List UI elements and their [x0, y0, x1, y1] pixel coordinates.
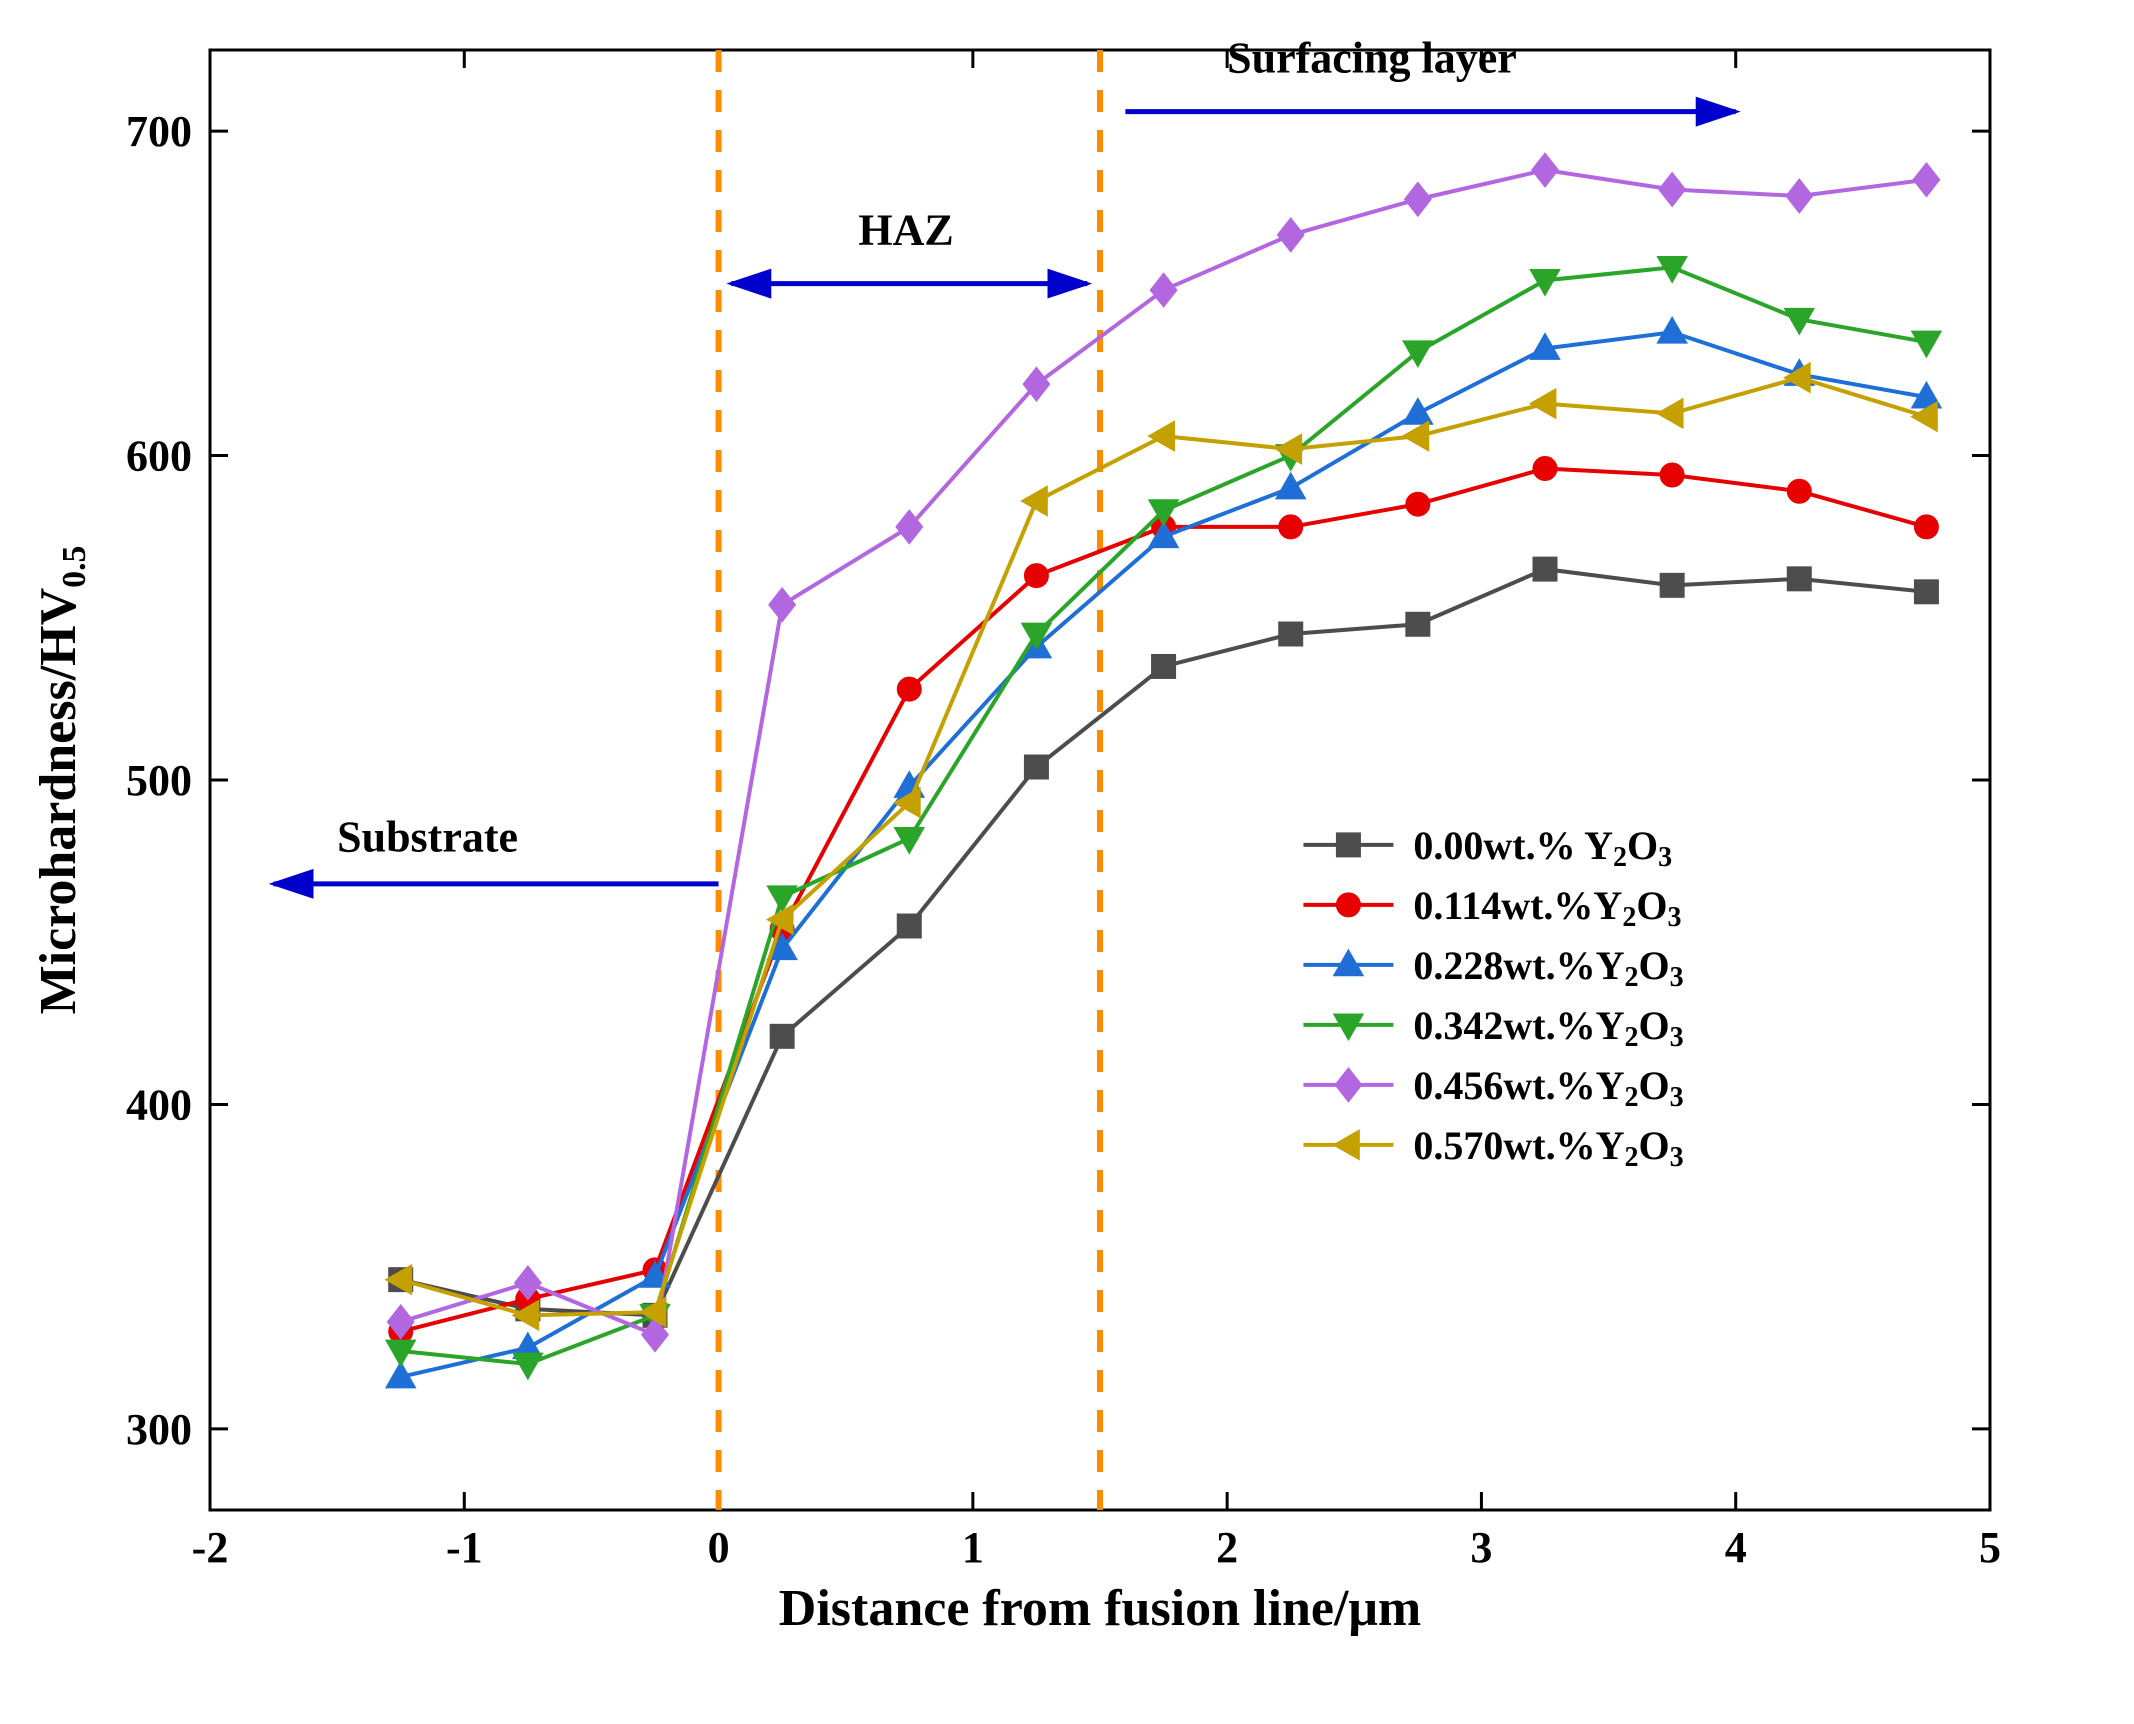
x-tick-label: 1 [962, 1523, 984, 1572]
legend-label: 0.570wt.%Y2O3 [1413, 1123, 1683, 1173]
y-tick-label: 600 [126, 432, 192, 481]
chart-svg: -2 -1 0 1 2 3 4 5 300 400 500 600 700 Substrate HAZ Sur… [0, 0, 2134, 1724]
x-tick-label: 5 [1979, 1523, 2001, 1572]
y-tick-label: 400 [126, 1080, 192, 1129]
region-label: Surfacing layer [1227, 34, 1517, 83]
region-label: Substrate [337, 812, 518, 861]
legend-label: 0.228wt.%Y2O3 [1413, 943, 1683, 993]
legend-label: 0.00wt.% Y2O3 [1413, 823, 1672, 873]
y-tick-label: 300 [126, 1405, 192, 1454]
x-tick-label: 2 [1216, 1523, 1238, 1572]
x-tick-label: 3 [1470, 1523, 1492, 1572]
microhardness-chart: -2 -1 0 1 2 3 4 5 300 400 500 600 700 Substrate HAZ Sur… [0, 0, 2134, 1724]
legend-label: 0.342wt.%Y2O3 [1413, 1003, 1683, 1053]
x-tick-label: -1 [446, 1523, 483, 1572]
y-tick-label: 700 [126, 107, 192, 156]
x-tick-label: -2 [192, 1523, 229, 1572]
legend-label: 0.114wt.%Y2O3 [1413, 883, 1681, 933]
x-tick-label: 0 [708, 1523, 730, 1572]
y-tick-label: 500 [126, 756, 192, 805]
region-label: HAZ [858, 206, 953, 255]
x-tick-label: 4 [1725, 1523, 1747, 1572]
legend-label: 0.456wt.%Y2O3 [1413, 1063, 1683, 1113]
y-axis-label: Microhardness/HV0.5 [30, 546, 93, 1015]
x-axis-label: Distance from fusion line/μm [779, 1580, 1421, 1637]
